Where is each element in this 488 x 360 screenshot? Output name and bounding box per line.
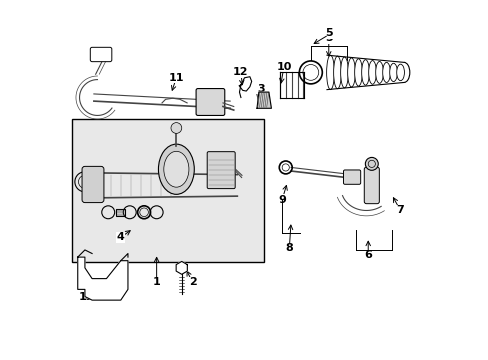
Text: 4: 4 xyxy=(117,232,124,242)
FancyBboxPatch shape xyxy=(90,47,112,62)
Text: 1: 1 xyxy=(152,277,160,287)
Text: 12: 12 xyxy=(233,67,248,77)
Ellipse shape xyxy=(382,62,389,82)
FancyBboxPatch shape xyxy=(343,170,360,184)
Text: 5: 5 xyxy=(325,33,332,43)
Polygon shape xyxy=(78,257,128,300)
Text: 7: 7 xyxy=(396,206,404,216)
Text: 10: 10 xyxy=(276,62,291,72)
Ellipse shape xyxy=(375,62,383,84)
FancyBboxPatch shape xyxy=(207,152,235,189)
Text: 8: 8 xyxy=(285,243,293,253)
Polygon shape xyxy=(176,261,187,274)
Polygon shape xyxy=(257,92,271,108)
Bar xyxy=(72,119,264,262)
Ellipse shape xyxy=(158,144,194,194)
FancyBboxPatch shape xyxy=(82,166,104,203)
Ellipse shape xyxy=(340,57,347,88)
FancyBboxPatch shape xyxy=(196,89,224,116)
Text: 13: 13 xyxy=(78,292,94,302)
Text: 2: 2 xyxy=(188,277,196,287)
Circle shape xyxy=(171,123,182,134)
Bar xyxy=(116,209,125,216)
Ellipse shape xyxy=(333,56,341,89)
Ellipse shape xyxy=(326,55,334,90)
Ellipse shape xyxy=(368,60,376,84)
Text: 5: 5 xyxy=(325,28,332,38)
Ellipse shape xyxy=(361,60,368,85)
Ellipse shape xyxy=(347,58,355,87)
Ellipse shape xyxy=(354,59,362,86)
FancyBboxPatch shape xyxy=(364,167,379,204)
Ellipse shape xyxy=(389,63,397,82)
Circle shape xyxy=(365,157,378,170)
Ellipse shape xyxy=(396,64,404,81)
Ellipse shape xyxy=(163,151,188,187)
Text: 6: 6 xyxy=(364,250,371,260)
Text: 3: 3 xyxy=(256,84,264,94)
Text: 9: 9 xyxy=(278,195,285,205)
Text: 11: 11 xyxy=(168,73,184,83)
